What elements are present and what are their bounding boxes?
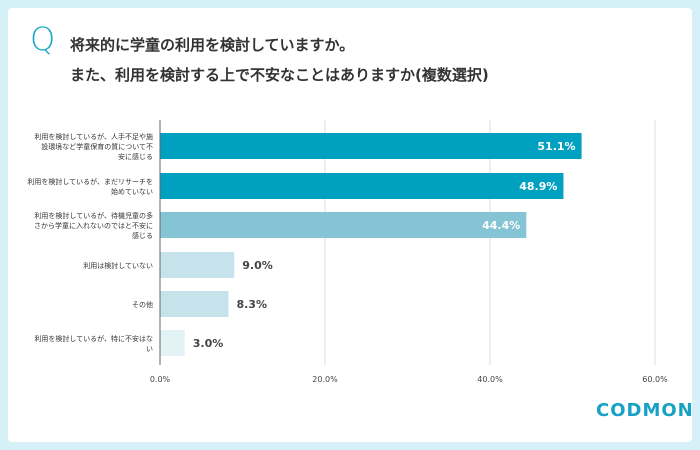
category-label: 利用を検討しているが、待機児童の多 [34, 211, 153, 220]
bar [160, 133, 582, 159]
bar [160, 252, 235, 278]
category-label: 感じる [132, 231, 153, 240]
category-label: 設環境など学童保育の質について不 [41, 142, 153, 151]
x-tick-label: 60.0% [642, 375, 668, 384]
category-label: 利用を検討しているが、まだリサーチを [27, 177, 153, 186]
data-label: 9.0% [242, 259, 273, 272]
bar [160, 212, 527, 238]
bar [160, 330, 185, 356]
category-label: 始めていない [111, 187, 153, 196]
data-label: 51.1% [537, 140, 575, 153]
codmon-logo: CODMON [596, 400, 694, 421]
x-tick-label: 20.0% [312, 375, 338, 384]
x-tick-label: 40.0% [477, 375, 503, 384]
bar [160, 291, 229, 317]
q-mark: Q [30, 20, 56, 58]
bar [160, 173, 564, 199]
category-label: 利用を検討しているが、人手不足や施 [34, 132, 153, 141]
question-line-2: また、利用を検討する上で不安なことはありますか(複数選択) [70, 66, 489, 84]
data-label: 8.3% [236, 298, 267, 311]
category-label: その他 [132, 300, 153, 309]
question-line-1: 将来的に学童の利用を検討していますか。 [70, 36, 355, 54]
category-label: 安に感じる [118, 152, 153, 161]
category-label: さから学童に入れないのではと不安に [34, 221, 153, 230]
category-label: い [146, 345, 153, 353]
data-label: 3.0% [193, 337, 224, 350]
x-tick-label: 0.0% [150, 375, 171, 384]
category-label: 利用は検討していない [83, 261, 153, 270]
data-label: 44.4% [482, 219, 520, 232]
category-label: 利用を検討しているが、特に不安はな [34, 334, 153, 343]
data-label: 48.9% [519, 180, 557, 193]
